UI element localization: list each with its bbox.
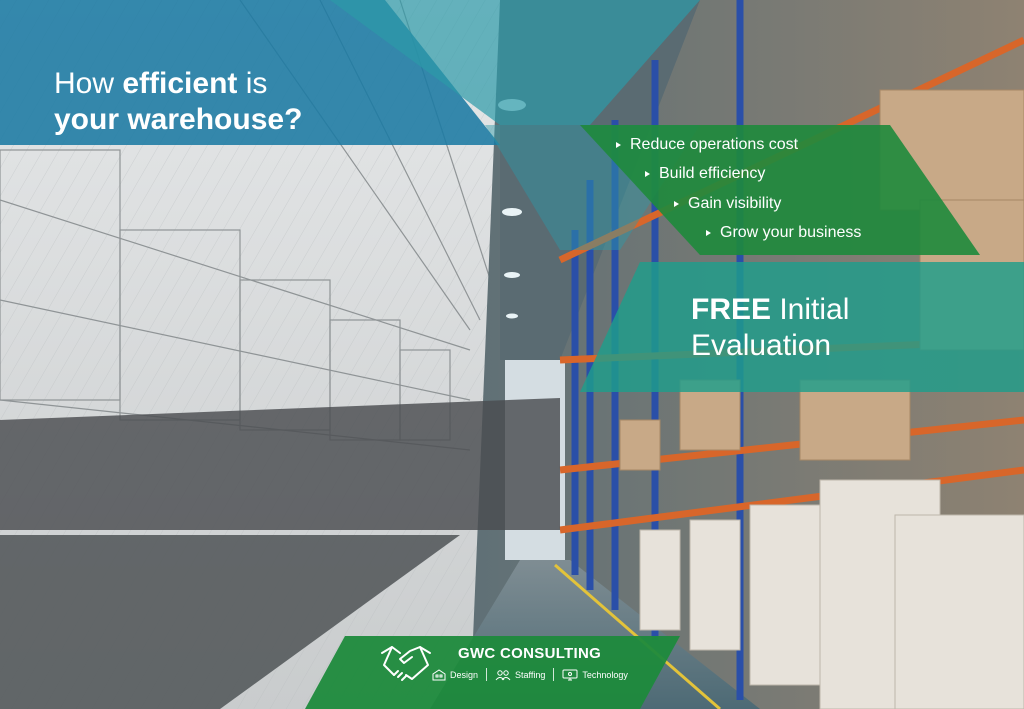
headline-line-1: How efficient is xyxy=(54,66,302,102)
people-icon xyxy=(495,669,511,680)
service-design: Design xyxy=(432,668,478,681)
free-evaluation-offer: FREE Initial Evaluation xyxy=(691,292,849,364)
benefit-item-efficiency: Build efficiency xyxy=(645,165,765,183)
bullet-arrow-icon xyxy=(706,229,711,236)
service-divider xyxy=(486,668,488,681)
service-technology: Technology xyxy=(562,669,628,681)
green-benefits-banner xyxy=(580,125,980,255)
benefit-item-visibility: Gain visibility xyxy=(674,195,781,213)
service-divider xyxy=(553,668,555,681)
teal-top-wedge xyxy=(330,0,700,125)
offer-free: FREE xyxy=(691,293,772,326)
brand-services: Design Staffing Technology xyxy=(432,668,628,681)
headline: How efficient is your warehouse? xyxy=(54,66,302,138)
blue-banner xyxy=(0,0,500,145)
monitor-icon xyxy=(562,669,578,680)
service-staffing: Staffing xyxy=(495,669,545,681)
benefit-item-reduce-cost: Reduce operations cost xyxy=(616,136,798,154)
headline-emphasis: efficient xyxy=(122,67,238,100)
offer-evaluation: Evaluation xyxy=(691,329,832,362)
benefit-item-grow: Grow your business xyxy=(706,224,861,242)
green-footer-banner xyxy=(305,636,680,709)
brand-name: GWC CONSULTING xyxy=(458,645,602,662)
handshake-icon xyxy=(381,646,431,681)
headline-prefix: How xyxy=(54,67,123,100)
gray-lower-panel xyxy=(0,535,460,709)
white-boxes xyxy=(639,479,1024,709)
bullet-arrow-icon xyxy=(616,141,621,148)
bullet-arrow-icon xyxy=(645,170,650,177)
bullet-arrow-icon xyxy=(674,200,679,207)
teal-offer-banner xyxy=(580,262,1024,392)
headline-line-2: your warehouse? xyxy=(54,103,303,136)
dark-gray-band xyxy=(0,398,560,530)
building-icon xyxy=(432,668,446,680)
headline-suffix: is xyxy=(237,67,268,100)
offer-initial: Initial xyxy=(771,293,850,326)
